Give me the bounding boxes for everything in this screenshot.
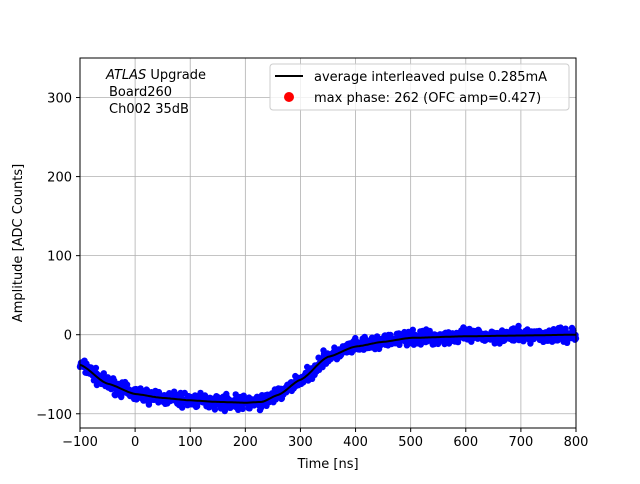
x-tick-label: 100 [178, 435, 203, 450]
scatter-point [123, 381, 131, 388]
scatter-point [562, 325, 569, 332]
x-tick-label: 0 [131, 435, 139, 450]
legend: average interleaved pulse 0.285mA max ph… [269, 63, 570, 111]
y-tick-label: 100 [47, 250, 72, 265]
average-pulse-line [79, 333, 576, 404]
scatter-point [239, 405, 246, 413]
y-tick-label: 200 [47, 171, 72, 186]
legend-label-max-phase: max phase: 262 (OFC amp=0.427) [314, 91, 541, 106]
annotation-line3: Ch002 35dB [109, 102, 189, 117]
annotation-line1: ATLAS Upgrade [105, 68, 206, 83]
scatter-point [211, 406, 219, 413]
x-tick-label: 800 [564, 435, 589, 450]
x-axis-label: Time [ns] [296, 457, 358, 472]
scatter-point [92, 364, 100, 372]
x-tick-label: 200 [233, 435, 258, 450]
x-tick-label: 500 [398, 435, 423, 450]
scatter-point [409, 326, 416, 333]
x-tick-label: 700 [508, 435, 533, 450]
grid [79, 58, 577, 428]
legend-marker-swatch [284, 92, 294, 102]
annotation-line2: Board260 [109, 85, 172, 100]
y-tick-label: 300 [47, 92, 72, 107]
ticks: −100 0 100 200 300 400 500 600 700 800 −100 0 100 200… [36, 92, 588, 450]
y-tick-label: 0 [64, 329, 72, 344]
x-tick-label: 300 [288, 435, 313, 450]
scatter-point [515, 322, 522, 330]
legend-box [269, 63, 570, 111]
legend-label-average: average interleaved pulse 0.285mA [314, 70, 547, 85]
x-tick-label: −100 [62, 435, 98, 450]
plot-frame [79, 57, 577, 429]
y-tick-label: −100 [36, 408, 72, 423]
x-tick-label: 400 [343, 435, 368, 450]
x-tick-label: 600 [453, 435, 478, 450]
y-axis-label: Amplitude [ADC Counts] [11, 164, 26, 322]
scatter-point [179, 404, 186, 411]
scatter-point [417, 341, 424, 348]
